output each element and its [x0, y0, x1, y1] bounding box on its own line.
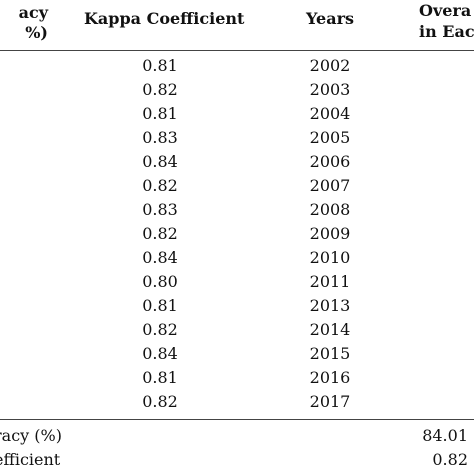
year-cell: 2006: [309, 152, 351, 171]
kappa-cell: 0.80: [142, 272, 178, 291]
header-rule: [0, 50, 474, 51]
summary-rule: [0, 419, 474, 420]
year-cell: 2003: [309, 80, 351, 99]
header-kappa-coefficient: Kappa Coefficient: [84, 9, 245, 28]
kappa-cell: 0.83: [142, 128, 178, 147]
header-overall-line2: in Eac: [419, 22, 474, 41]
year-cell: 2015: [309, 344, 351, 363]
summary-value-accuracy: 84.01: [422, 426, 468, 445]
year-cell: 2009: [309, 224, 351, 243]
kappa-cell: 0.82: [142, 392, 178, 411]
year-cell: 2011: [309, 272, 351, 291]
kappa-cell: 0.82: [142, 224, 178, 243]
kappa-cell: 0.81: [142, 56, 178, 75]
year-cell: 2002: [309, 56, 351, 75]
year-cell: 2016: [309, 368, 351, 387]
year-cell: 2005: [309, 128, 351, 147]
kappa-cell: 0.82: [142, 80, 178, 99]
header-years: Years: [306, 9, 355, 28]
kappa-cell: 0.82: [142, 320, 178, 339]
summary-label-kappa: efficient: [0, 450, 61, 469]
year-cell: 2004: [309, 104, 351, 123]
kappa-cell: 0.81: [142, 296, 178, 315]
kappa-cell: 0.84: [142, 344, 178, 363]
year-cell: 2014: [309, 320, 351, 339]
header-accuracy-line1: acy: [18, 3, 48, 22]
header-accuracy-line2: %): [25, 23, 48, 42]
kappa-cell: 0.81: [142, 104, 178, 123]
summary-label-accuracy: racy (%): [0, 426, 62, 445]
kappa-cell: 0.81: [142, 368, 178, 387]
summary-value-kappa: 0.82: [432, 450, 468, 469]
header-overall-line1: Overa: [419, 1, 472, 20]
kappa-cell: 0.82: [142, 176, 178, 195]
kappa-cell: 0.83: [142, 200, 178, 219]
year-cell: 2017: [309, 392, 351, 411]
year-cell: 2013: [309, 296, 351, 315]
year-cell: 2010: [309, 248, 351, 267]
kappa-cell: 0.84: [142, 248, 178, 267]
year-cell: 2008: [309, 200, 351, 219]
year-cell: 2007: [309, 176, 351, 195]
kappa-cell: 0.84: [142, 152, 178, 171]
